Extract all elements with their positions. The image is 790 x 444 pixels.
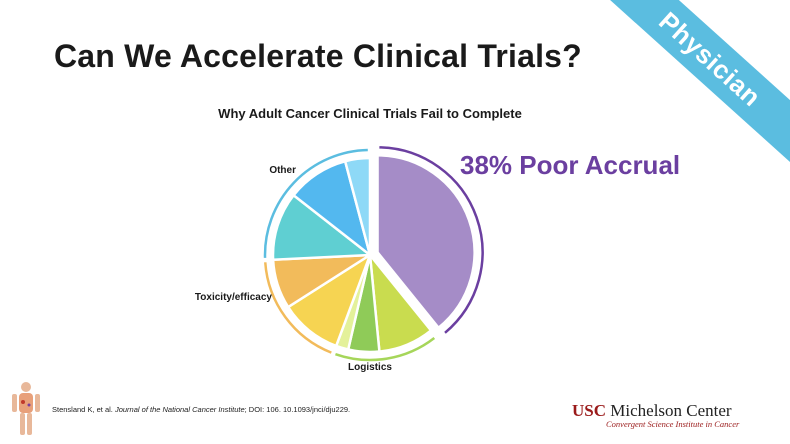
poor-accrual-ring bbox=[379, 146, 484, 334]
chart-title: Why Adult Cancer Clinical Trials Fail to… bbox=[218, 106, 522, 121]
anatomy-figure-icon bbox=[12, 382, 40, 435]
group-label-1: Logistics bbox=[348, 362, 392, 373]
citation-doi: ; DOI: 106. 10.1093/jnci/dju229. bbox=[244, 405, 351, 414]
group-ring-3 bbox=[263, 148, 368, 258]
logo-usc: USC bbox=[572, 401, 607, 420]
citation-authors: Stensland K, et al. bbox=[52, 405, 115, 414]
pie-slice-1 bbox=[376, 154, 476, 330]
poor-accrual-callout: 38% Poor Accrual bbox=[460, 150, 681, 180]
slide-title: Can We Accelerate Clinical Trials? bbox=[54, 38, 582, 74]
citation: Stensland K, et al. Journal of the Natio… bbox=[52, 405, 350, 414]
group-ring-2 bbox=[264, 262, 332, 354]
group-ring-1 bbox=[335, 337, 436, 362]
pie-slice-7 bbox=[271, 193, 374, 262]
group-label-2: Toxicity/efficacy bbox=[195, 292, 273, 303]
group-label-3: Other bbox=[269, 165, 296, 176]
logo-name: Michelson Center bbox=[606, 401, 732, 420]
pie-slice-9 bbox=[343, 156, 372, 256]
logo-subtitle: Convergent Science Institute in Cancer bbox=[606, 419, 740, 429]
usc-michelson-logo: USC Michelson Center Convergent Science … bbox=[572, 402, 739, 429]
citation-journal: Journal of the National Cancer Institute bbox=[114, 405, 245, 414]
